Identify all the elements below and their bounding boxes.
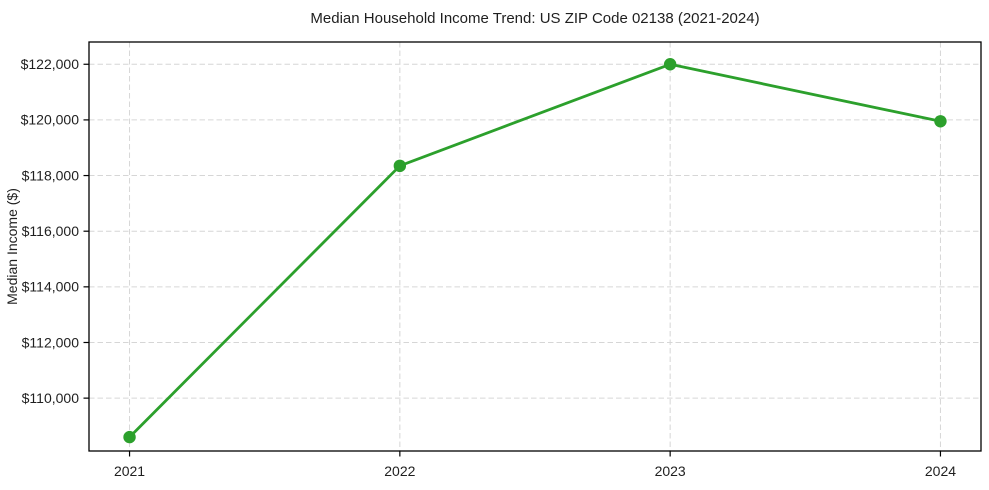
plot-border — [88, 41, 982, 452]
y-tick-label: $118,000 — [22, 167, 80, 183]
data-point — [393, 159, 407, 173]
axes-layer — [83, 41, 982, 457]
y-tick-label: $122,000 — [21, 56, 80, 72]
x-tick-label: 2021 — [114, 463, 145, 479]
y-axis-label: Median Income ($) — [4, 188, 20, 305]
y-tick-label: $120,000 — [21, 112, 80, 128]
grid-layer — [89, 42, 981, 451]
y-tick-label: $116,000 — [22, 223, 80, 239]
y-tick-label: $110,000 — [22, 390, 80, 406]
y-tick-label: $112,000 — [22, 334, 80, 350]
x-tick-label: 2023 — [655, 463, 686, 479]
data-point — [934, 115, 947, 128]
chart-title: Median Household Income Trend: US ZIP Co… — [310, 10, 759, 27]
x-tick-label: 2024 — [925, 463, 956, 479]
x-tick-label: 2022 — [384, 463, 415, 479]
income-series — [123, 58, 947, 444]
trend-line — [128, 62, 942, 439]
data-point — [123, 430, 136, 444]
data-point — [663, 58, 677, 71]
tick-label-layer: $110,000 $112,000 $114,000 $116,000 $118,000… — [21, 56, 957, 479]
y-tick-label: $114,000 — [22, 279, 80, 295]
